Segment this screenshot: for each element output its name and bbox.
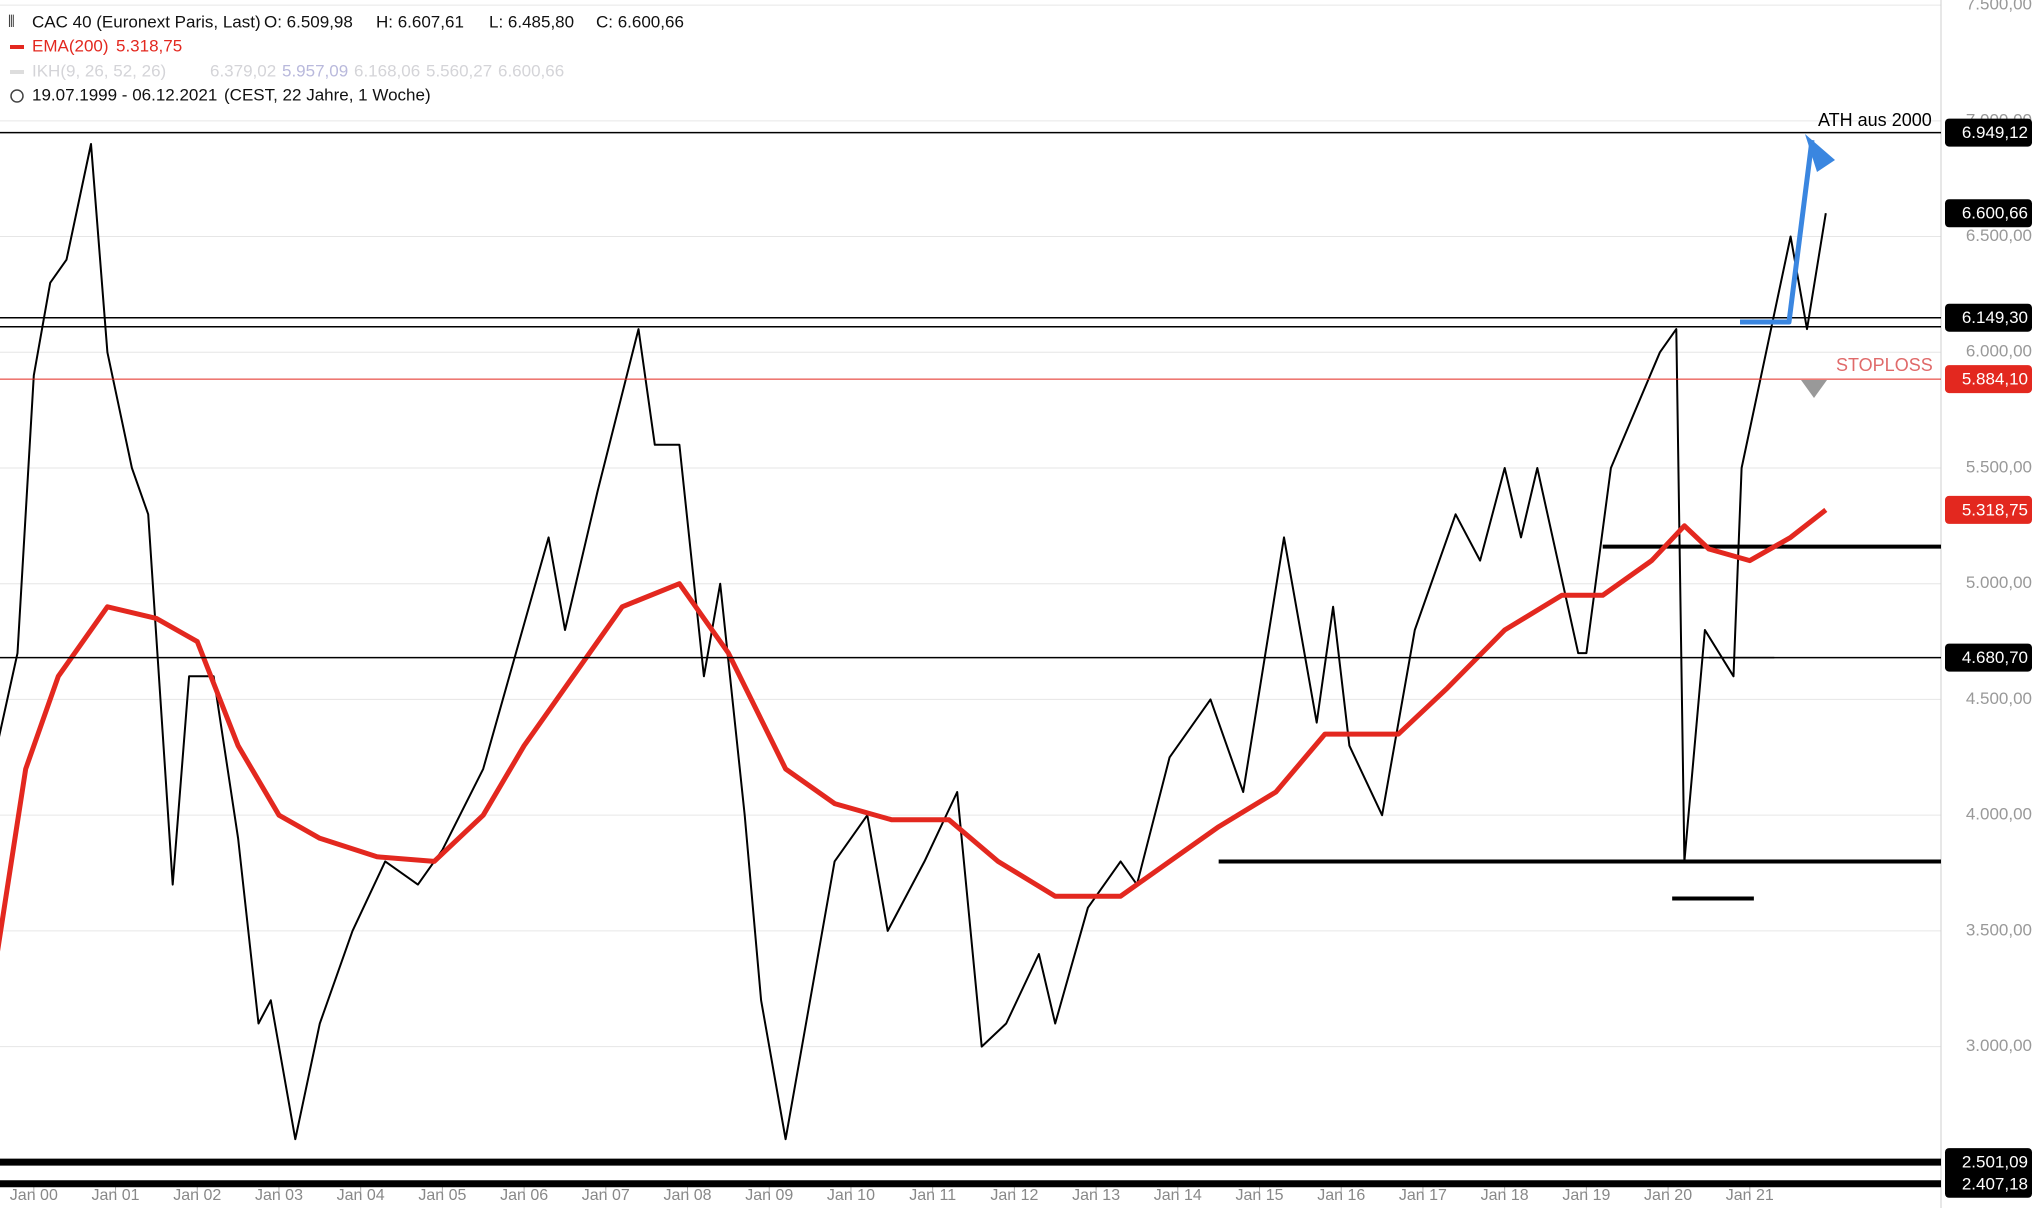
- x-tick-label: Jan 20: [1644, 1187, 1692, 1204]
- ikh-value: 6.168,06: [354, 61, 420, 80]
- x-tick-label: Jan 06: [500, 1187, 548, 1204]
- y-tick-label: 3.500,00: [1966, 920, 2032, 939]
- x-tick-label: Jan 01: [92, 1187, 140, 1204]
- price-tag-label: 5.884,10: [1962, 370, 2028, 389]
- x-tick-label: Jan 02: [173, 1187, 221, 1204]
- price-tag: [1945, 1169, 2032, 1198]
- y-tick-label: 7.500,00: [1966, 0, 2032, 14]
- y-tick-label: 5.000,00: [1966, 573, 2032, 592]
- ikh-value: 5.560,27: [426, 61, 492, 80]
- price-tag: [1945, 303, 2032, 332]
- price-tag-label: 6.149,30: [1962, 308, 2028, 327]
- x-tick-label: Jan 03: [255, 1187, 303, 1204]
- legend-swatch: [10, 70, 24, 74]
- x-tick-label: Jan 15: [1235, 1187, 1283, 1204]
- x-tick-label: Jan 09: [745, 1187, 793, 1204]
- annotation: ATH aus 2000: [1818, 110, 1932, 130]
- x-tick-label: Jan 14: [1154, 1187, 1202, 1204]
- price-line: [0, 143, 1827, 1141]
- y-tick-label: 6.000,00: [1966, 342, 2032, 361]
- x-tick-label: Jan 00: [10, 1187, 58, 1204]
- price-tag: [1945, 495, 2032, 524]
- clock-icon: [10, 89, 24, 103]
- x-tick-label: Jan 11: [909, 1187, 956, 1204]
- ikh-value: 5.957,09: [282, 61, 348, 80]
- price-tag-label: 5.318,75: [1962, 500, 2028, 519]
- y-tick-label: 4.000,00: [1966, 805, 2032, 824]
- y-tick-label: 6.500,00: [1966, 226, 2032, 245]
- range-note: (CEST, 22 Jahre, 1 Woche): [224, 85, 431, 104]
- price-tag: [1945, 118, 2032, 147]
- x-tick-label: Jan 08: [664, 1187, 712, 1204]
- arrow-head: [1801, 380, 1827, 398]
- x-tick-label: Jan 18: [1481, 1187, 1529, 1204]
- price-tag-label: 2.501,09: [1962, 1153, 2028, 1172]
- x-tick-label: Jan 04: [337, 1187, 385, 1204]
- x-tick-label: Jan 21: [1726, 1187, 1774, 1204]
- x-tick-label: Jan 12: [990, 1187, 1038, 1204]
- x-tick-label: Jan 05: [418, 1187, 466, 1204]
- ikh-value: 6.600,66: [498, 61, 564, 80]
- price-tag: [1945, 643, 2032, 672]
- ohlc-close: C: 6.600,66: [596, 12, 684, 31]
- ema-line: [0, 507, 1828, 952]
- legend-title: CAC 40 (Euronext Paris, Last): [32, 12, 261, 31]
- price-tag: [1945, 199, 2032, 228]
- price-tag-label: 6.600,66: [1962, 204, 2028, 223]
- x-tick-label: Jan 16: [1317, 1187, 1365, 1204]
- x-tick-label: Jan 17: [1399, 1187, 1447, 1204]
- price-tag-label: 2.407,18: [1962, 1174, 2028, 1193]
- price-tag: [1945, 365, 2032, 394]
- ohlc-high: H: 6.607,61: [376, 12, 464, 31]
- legend-ema-value: 5.318,75: [116, 36, 182, 55]
- ikh-value: 6.379,02: [210, 61, 276, 80]
- x-tick-label: Jan 10: [827, 1187, 875, 1204]
- price-tag: [1945, 1148, 2032, 1177]
- ohlc-icon: ⫴: [8, 14, 15, 31]
- x-tick-label: Jan 13: [1072, 1187, 1120, 1204]
- arrow: [1740, 139, 1815, 325]
- x-tick-label: Jan 19: [1562, 1187, 1610, 1204]
- legend: ⫴ CAC 40 (Euronext Paris, Last) O: 6.509…: [8, 12, 684, 104]
- y-tick-label: 3.000,00: [1966, 1036, 2032, 1055]
- price-tag-label: 4.680,70: [1962, 648, 2028, 667]
- legend-ema: EMA(200): [32, 36, 109, 55]
- arrow-head: [1805, 134, 1835, 172]
- x-tick-label: Jan 07: [582, 1187, 630, 1204]
- legend-swatch: [10, 45, 24, 49]
- annotation: STOPLOSS: [1836, 355, 1933, 375]
- y-tick-label: 4.500,00: [1966, 689, 2032, 708]
- date-range: 19.07.1999 - 06.12.2021: [32, 85, 217, 104]
- price-tag-label: 6.949,12: [1962, 123, 2028, 142]
- ohlc-open: O: 6.509,98: [264, 12, 353, 31]
- ohlc-low: L: 6.485,80: [489, 12, 574, 31]
- legend-ikh: IKH(9, 26, 52, 26): [32, 61, 166, 80]
- y-tick-label: 5.500,00: [1966, 457, 2032, 476]
